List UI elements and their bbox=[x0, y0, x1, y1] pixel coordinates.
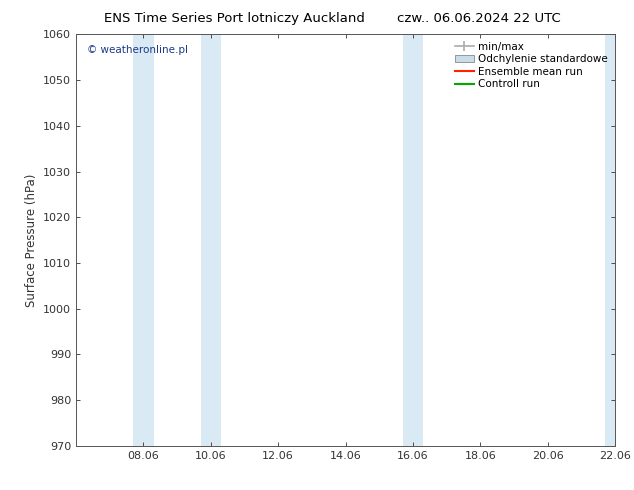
Legend: min/max, Odchylenie standardowe, Ensemble mean run, Controll run: min/max, Odchylenie standardowe, Ensembl… bbox=[451, 37, 612, 94]
Bar bbox=[605, 34, 625, 446]
Bar bbox=[133, 34, 153, 446]
Text: © weatheronline.pl: © weatheronline.pl bbox=[87, 45, 188, 54]
Bar bbox=[403, 34, 423, 446]
Y-axis label: Surface Pressure (hPa): Surface Pressure (hPa) bbox=[25, 173, 37, 307]
Bar bbox=[201, 34, 221, 446]
Text: ENS Time Series Port lotniczy Auckland: ENS Time Series Port lotniczy Auckland bbox=[104, 12, 365, 25]
Text: czw.. 06.06.2024 22 UTC: czw.. 06.06.2024 22 UTC bbox=[397, 12, 560, 25]
